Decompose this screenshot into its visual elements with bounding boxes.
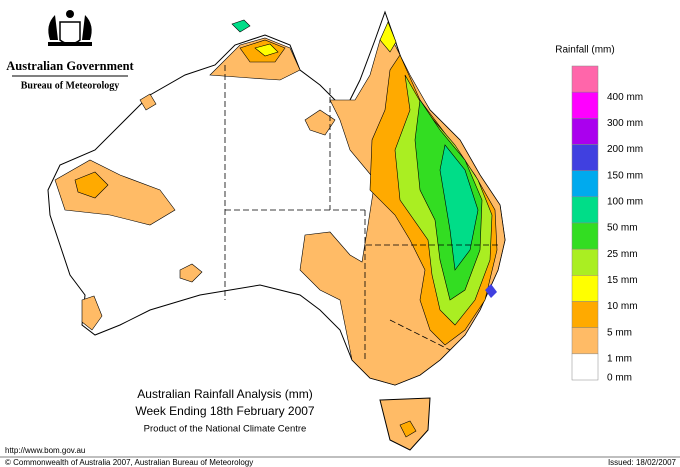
legend-swatch (571, 301, 599, 328)
legend-label: 50 mm (607, 223, 638, 234)
government-name: Australian Government (6, 59, 134, 73)
legend-swatch (571, 91, 599, 119)
footer-copyright: © Commonwealth of Australia 2007, Austra… (5, 458, 253, 467)
legend-swatch (571, 353, 599, 381)
map-credit: Product of the National Climate Centre (144, 424, 307, 435)
agency-name: Bureau of Meteorology (21, 80, 120, 91)
legend-swatch (571, 144, 599, 171)
footer-issued: Issued: 18/02/2007 (608, 458, 677, 467)
legend-swatch (571, 196, 599, 224)
legend-label: 400 mm (607, 92, 643, 103)
legend-label: 15 mm (607, 275, 638, 286)
legend-title: Rainfall (mm) (555, 45, 614, 56)
map-subtitle: Week Ending 18th February 2007 (135, 404, 315, 418)
legend-label: 100 mm (607, 196, 643, 207)
legend: 400 mm 300 mm 200 mm 150 mm 100 mm 50 mm 25 mm… (571, 65, 643, 384)
legend-swatch (571, 248, 599, 276)
legend-swatch (571, 222, 599, 250)
legend-label: 10 mm (607, 301, 638, 312)
legend-label: 300 mm (607, 118, 643, 129)
legend-label: 0 mm (607, 373, 632, 384)
map-title: Australian Rainfall Analysis (mm) (137, 387, 312, 401)
legend-label: 25 mm (607, 249, 638, 260)
legend-swatch (571, 275, 599, 302)
legend-swatch (571, 118, 599, 145)
legend-swatch (571, 65, 599, 93)
legend-swatch (571, 170, 599, 198)
legend-swatch (571, 327, 599, 355)
legend-label: 5 mm (607, 327, 632, 338)
footer-url: http://www.bom.gov.au (5, 446, 85, 455)
legend-label: 200 mm (607, 144, 643, 155)
legend-label: 150 mm (607, 170, 643, 181)
map (47, 10, 506, 451)
legend-label: 1 mm (607, 353, 632, 364)
crest (48, 10, 92, 46)
